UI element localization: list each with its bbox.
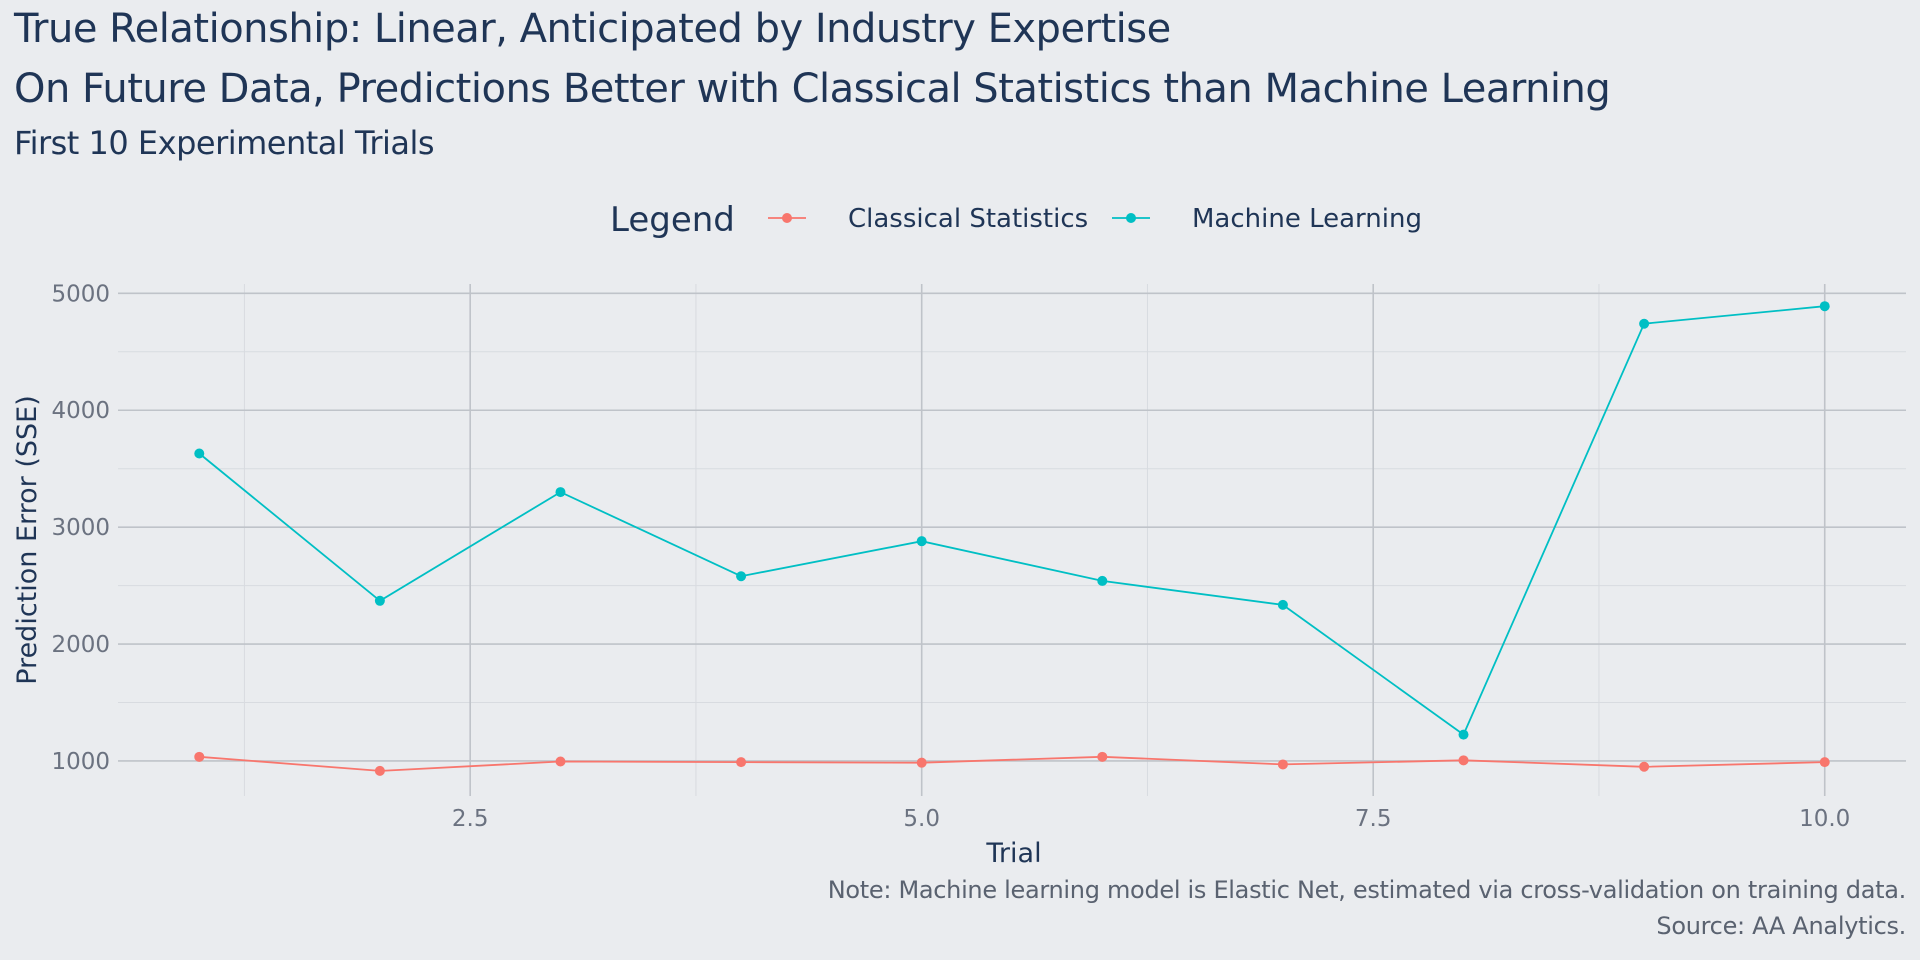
caption-note: Note: Machine learning model is Elastic …: [827, 876, 1907, 904]
classical-statistics-point: [374, 765, 385, 776]
grid-layer: [118, 284, 1906, 796]
y-tick-label: 4000: [51, 398, 110, 424]
classical-statistics-point: [1639, 761, 1650, 772]
y-tick-label: 3000: [51, 515, 110, 541]
machine-learning-point: [1458, 729, 1469, 740]
x-tick-label: 5.0: [903, 806, 940, 832]
chart-title: True Relationship: Linear, Anticipated b…: [14, 6, 1171, 52]
x-tick-label: 7.5: [1355, 806, 1392, 832]
classical-statistics-point: [916, 757, 927, 768]
axis-layer: 2.5 5.0 7.5 10.0 1000 2000 3000 4000 5000: [51, 281, 1850, 832]
y-axis-title: Prediction Error (SSE): [12, 395, 43, 685]
machine-learning-point: [1639, 318, 1650, 329]
y-tick-label: 5000: [51, 281, 110, 307]
classical-statistics-point: [555, 756, 566, 767]
x-tick-label: 10.0: [1799, 806, 1850, 832]
chart-title-line-2: On Future Data, Predictions Better with …: [14, 66, 1611, 112]
machine-learning-line: [198, 305, 1825, 736]
classical-statistics-point: [1097, 751, 1108, 762]
classical-statistics-legend-label: Classical Statistics: [848, 204, 1088, 234]
machine-learning-legend-marker: [1126, 213, 1136, 223]
machine-learning-legend-label: Machine Learning: [1192, 204, 1422, 234]
x-axis-title: Trial: [985, 838, 1041, 869]
machine-learning-point: [916, 536, 927, 547]
machine-learning-point: [736, 571, 747, 582]
classical-statistics-point: [1819, 757, 1830, 768]
machine-learning-point: [555, 487, 566, 498]
machine-learning-point: [194, 448, 205, 459]
machine-learning-point: [1277, 599, 1288, 610]
classical-statistics-point: [1277, 759, 1288, 770]
machine-learning-point: [1819, 301, 1830, 312]
y-tick-label: 2000: [51, 632, 110, 658]
series-layer: [194, 301, 1830, 776]
classical-statistics-point: [736, 757, 747, 768]
legend-title: Legend: [610, 200, 735, 240]
machine-learning-point: [374, 595, 385, 606]
chart-subtitle: First 10 Experimental Trials: [14, 124, 435, 162]
legend: Legend Classical Statistics Machine Learn…: [610, 200, 1422, 240]
caption-source: Source: AA Analytics.: [1656, 912, 1906, 940]
x-tick-label: 2.5: [452, 806, 489, 832]
classical-statistics-point: [194, 751, 205, 762]
classical-statistics-point: [1458, 755, 1469, 766]
classical-statistics-legend-marker: [782, 213, 792, 223]
y-tick-label: 1000: [51, 749, 110, 775]
machine-learning-point: [1097, 575, 1108, 586]
classical-statistics-line: [199, 755, 1825, 772]
